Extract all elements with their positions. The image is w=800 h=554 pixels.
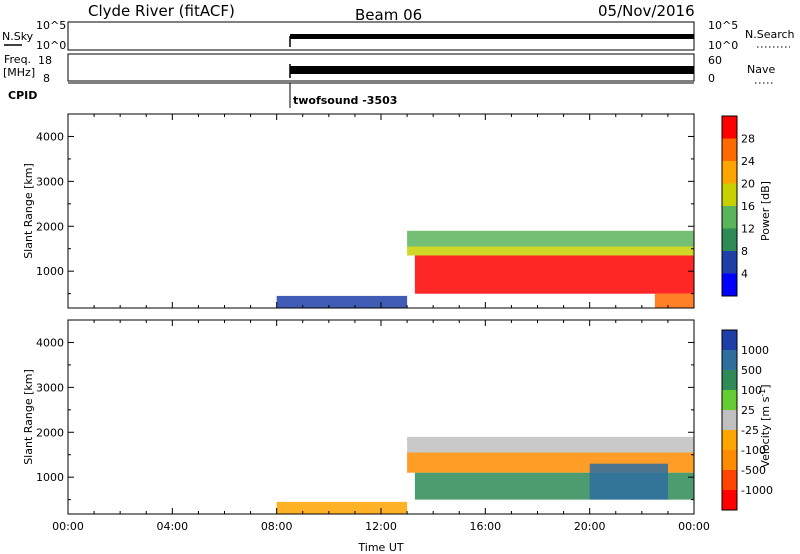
freq-unit: [MHz] [3, 66, 35, 79]
x-tick-label-0: 00:00 [52, 520, 84, 533]
power-colorbar-swatch-3 [722, 206, 737, 229]
nave-tick-top: 60 [708, 54, 722, 67]
velocity-cell-0 [276, 501, 408, 514]
nave-label: Nave [747, 63, 775, 76]
beam-title: Beam 06 [355, 6, 422, 24]
cpid-value: twofsound -3503 [293, 94, 397, 107]
velocity-colorbar-tick-5: -100 [741, 444, 766, 457]
freq-strip: Freq. [MHz] 18 8 60 0 Nave [3, 53, 775, 85]
velocity-colorbar-swatch-2 [722, 370, 737, 390]
power-colorbar-swatch-5 [722, 161, 737, 184]
velocity-colorbar-label: Velocity [m s-1] [758, 384, 772, 467]
x-tick-label-2: 08:00 [261, 520, 293, 533]
velocity-x-axis: 00:00 04:00 08:00 12:00 16:00 20:00 00:00 [52, 320, 710, 533]
velocity-colorbar-tick-2: 100 [741, 384, 762, 397]
x-axis-label: Time UT [357, 541, 403, 554]
velocity-y-axis: 1000 2000 3000 4000 [36, 319, 694, 501]
nsearch-label: N.Search [745, 28, 795, 41]
velocity-colorbar-swatch-8 [722, 490, 737, 510]
velocity-colorbar-tick-1: 500 [741, 364, 762, 377]
power-y-axis: 1000 2000 3000 4000 [36, 113, 694, 295]
velocity-ytick-label-0: 1000 [36, 471, 64, 484]
nsky-tick-top: 10^5 [36, 19, 66, 32]
velocity-ylabel: Slant Range [km] [22, 369, 35, 465]
power-ytick-label-2: 3000 [36, 175, 64, 188]
nave-tick-bottom: 0 [708, 72, 715, 85]
cpid-row: CPID twofsound -3503 [8, 82, 694, 108]
nsearch-tick-bottom: 10^0 [708, 39, 738, 52]
velocity-colorbar-swatch-5 [722, 430, 737, 450]
velocity-colorbar-swatch-7 [722, 470, 737, 490]
power-colorbar-swatch-0 [722, 273, 737, 296]
power-ytick-label-3: 4000 [36, 130, 64, 143]
velocity-colorbar-tick-6: -500 [741, 464, 766, 477]
velocity-colorbar-tick-7: -1000 [741, 484, 773, 497]
velocity-cell-4 [589, 463, 668, 500]
power-colorbar-swatch-1 [722, 251, 737, 274]
velocity-colorbar-tick-3: 25 [741, 404, 755, 417]
x-tick-label-3: 12:00 [365, 520, 397, 533]
velocity-colorbar-frame [721, 329, 738, 511]
power-colorbar-swatch-4 [722, 183, 737, 206]
velocity-data [276, 436, 694, 514]
power-colorbar-swatch-6 [722, 138, 737, 161]
nsky-tick-bottom: 10^0 [36, 39, 66, 52]
power-data [276, 230, 694, 308]
velocity-colorbar-swatch-6 [722, 450, 737, 470]
velocity-colorbar-swatch-3 [722, 390, 737, 410]
velocity-ytick-label-1: 2000 [36, 426, 64, 439]
velocity-colorbar-tick-4: -25 [741, 424, 759, 437]
velocity-ytick-label-2: 3000 [36, 381, 64, 394]
x-tick-label-1: 04:00 [156, 520, 188, 533]
power-cell-3 [414, 255, 694, 294]
power-ytick-label-0: 1000 [36, 265, 64, 278]
power-colorbar-tick-6: 28 [741, 133, 755, 146]
station-title: Clyde River (fitACF) [88, 2, 235, 20]
velocity-cell-1 [407, 436, 694, 453]
velocity-panel: 1000 2000 3000 4000 00:00 04:00 08:00 12:00 16:… [22, 319, 710, 554]
power-colorbar-frame [721, 115, 738, 297]
power-ytick-label-1: 2000 [36, 220, 64, 233]
power-x-axis [67, 114, 695, 308]
velocity-colorbar: Velocity [m s-1] 1000 500 100 25 -25 -100 -500… [721, 329, 773, 511]
power-colorbar-tick-4: 20 [741, 178, 755, 191]
freq-trace [290, 66, 694, 74]
nsky-label: N.Sky [2, 30, 34, 43]
x-tick-label-5: 20:00 [574, 520, 606, 533]
power-colorbar-tick-1: 8 [741, 245, 748, 258]
power-colorbar-tick-5: 24 [741, 155, 755, 168]
nsky-strip: N.Sky 10^5 10^0 10^5 10^0 N.Search [2, 19, 795, 52]
power-colorbar-swatch-7 [722, 116, 737, 139]
x-tick-label-6: 00:00 [678, 520, 710, 533]
power-colorbar-tick-0: 4 [741, 268, 748, 281]
velocity-colorbar-swatch-4 [722, 410, 737, 430]
freq-tick-bottom: 8 [43, 72, 50, 85]
power-colorbar-swatch-2 [722, 228, 737, 251]
date-title: 05/Nov/2016 [598, 2, 695, 20]
x-tick-label-4: 16:00 [469, 520, 501, 533]
freq-label: Freq. [4, 53, 31, 66]
power-colorbar: Power [dB] 4 8 12 16 20 24 28 [721, 115, 772, 297]
power-ylabel: Slant Range [km] [22, 163, 35, 259]
nsky-trace [290, 34, 694, 39]
power-panel: 1000 2000 3000 4000 Slant Range [km] [22, 113, 695, 309]
power-colorbar-label: Power [dB] [759, 181, 772, 241]
power-colorbar-tick-2: 12 [741, 223, 755, 236]
velocity-colorbar-swatch-0 [722, 330, 737, 350]
power-cell-0 [276, 295, 408, 308]
power-colorbar-tick-3: 16 [741, 200, 755, 213]
velocity-colorbar-swatch-1 [722, 350, 737, 370]
power-cell-4 [654, 293, 694, 308]
power-cell-2 [407, 246, 694, 256]
nsearch-tick-top: 10^5 [708, 19, 738, 32]
velocity-ytick-label-3: 4000 [36, 336, 64, 349]
velocity-colorbar-tick-0: 1000 [741, 344, 769, 357]
power-cell-1 [407, 230, 694, 247]
cpid-label: CPID [8, 89, 37, 102]
freq-tick-top: 18 [38, 54, 52, 67]
